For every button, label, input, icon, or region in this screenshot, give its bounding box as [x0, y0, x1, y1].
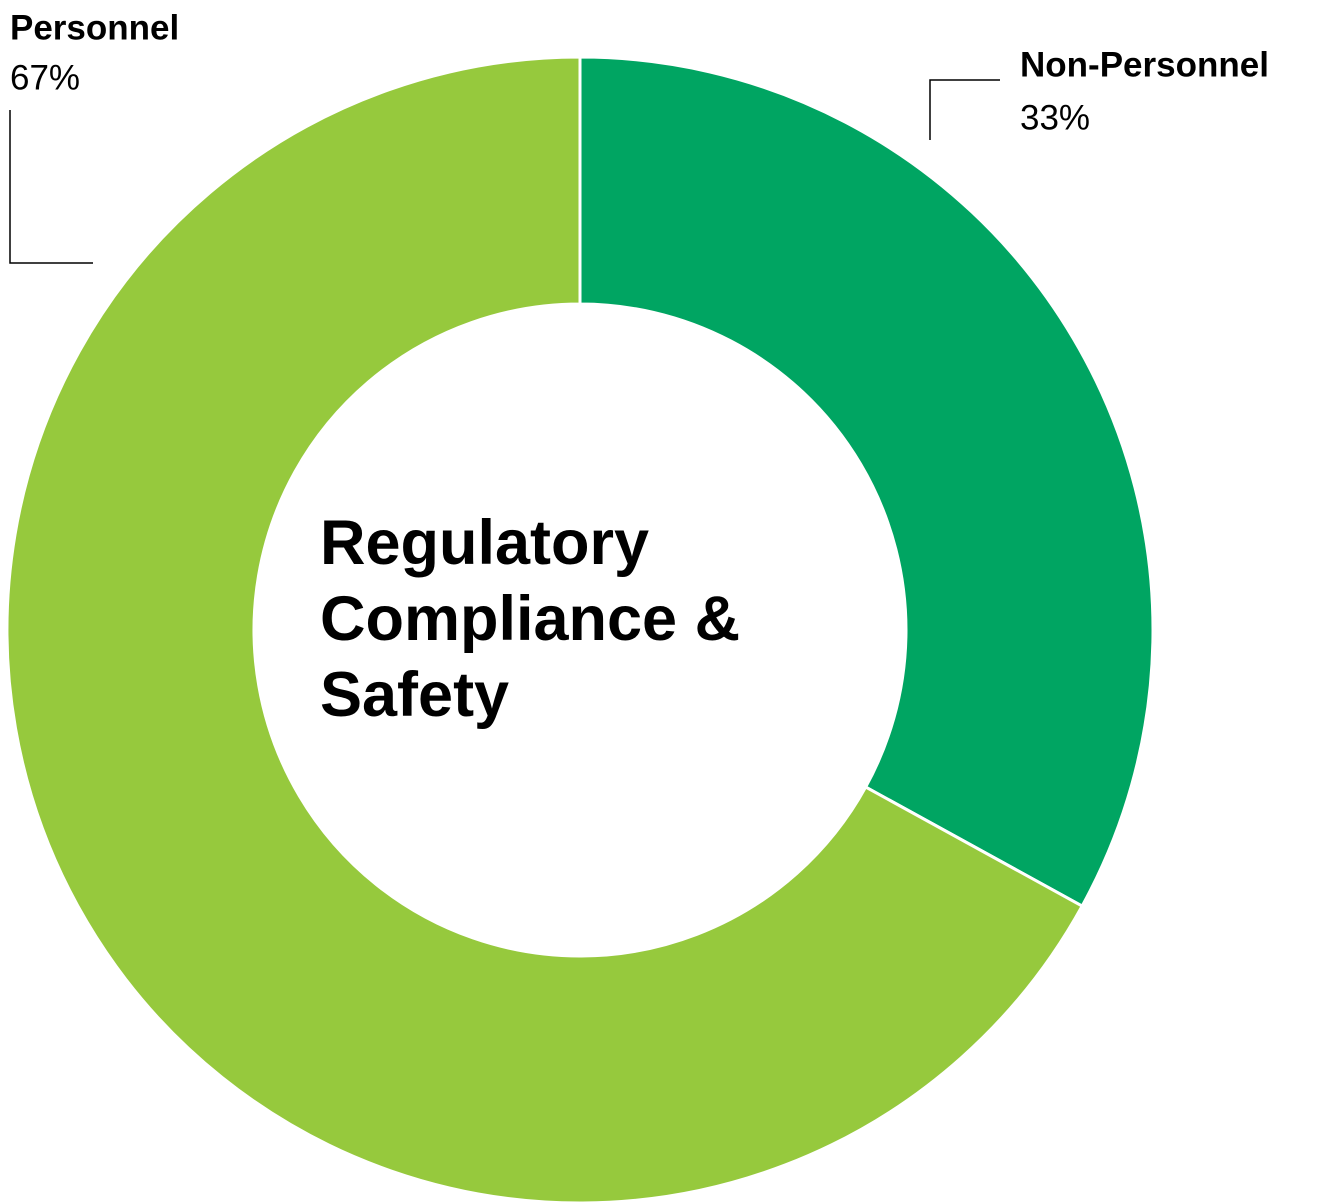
leader-line — [929, 79, 1000, 140]
value-label: 33% — [1020, 98, 1090, 137]
leader-line — [9, 110, 93, 264]
category-label: Personnel — [10, 8, 179, 47]
category-label: Non-Personnel — [1020, 45, 1269, 84]
donut-slice — [5, 55, 1085, 1203]
value-label: 67% — [10, 58, 80, 97]
chart-title: Regulatory Compliance & Safety — [320, 508, 741, 730]
donut-slice — [578, 55, 1155, 909]
